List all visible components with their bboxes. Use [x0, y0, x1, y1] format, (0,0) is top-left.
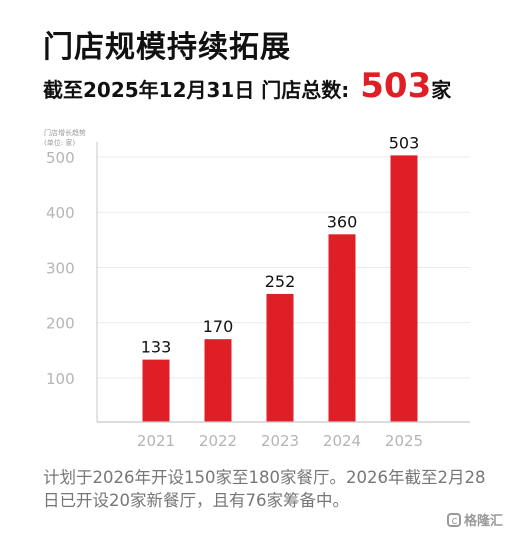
- y-tick-label: 500: [46, 149, 75, 167]
- store-count-total-unit: 家: [431, 78, 452, 102]
- watermark: 格隆汇: [447, 510, 503, 530]
- chart-unit-label: (单位: 家): [44, 139, 76, 147]
- bar: [266, 293, 294, 422]
- bar-value-label: 133: [141, 338, 172, 357]
- bar: [204, 339, 232, 422]
- store-count-total-value: 503: [360, 66, 432, 106]
- chart-title: 门店增长趋势: [44, 129, 86, 137]
- bar: [390, 155, 418, 422]
- footnote: 计划于2026年开设150家至180家餐厅。2026年截至2月28日已开设20家…: [43, 468, 486, 510]
- page-title: 门店规模持续拓展: [43, 30, 291, 65]
- bar-value-label: 170: [203, 317, 234, 336]
- x-tick-label: 2025: [385, 432, 423, 450]
- bar-value-label: 252: [265, 272, 296, 291]
- x-tick-label: 2024: [323, 432, 361, 450]
- store-growth-bar-chart: 100 200 300 400 500 133 2021 170 2022 252 2023 360 2…: [46, 133, 470, 450]
- bar-value-label: 503: [389, 133, 420, 152]
- x-tick-label: 2022: [199, 432, 237, 450]
- store-count-summary: 截至2025年12月31日 门店总数: 503家: [43, 66, 451, 106]
- y-tick-label: 100: [46, 370, 75, 388]
- bar: [328, 234, 356, 422]
- bar: [142, 359, 170, 422]
- y-tick-label: 400: [46, 204, 75, 222]
- y-tick-label: 300: [46, 259, 75, 277]
- bar-value-label: 360: [327, 212, 358, 231]
- x-tick-label: 2021: [137, 432, 175, 450]
- x-tick-label: 2023: [261, 432, 299, 450]
- watermark-text: 格隆汇: [464, 514, 504, 529]
- chart-caption: 门店增长趋势 (单位: 家): [44, 128, 86, 148]
- store-count-date-label: 截至2025年12月31日 门店总数:: [43, 78, 357, 102]
- gelonghui-logo-icon: [447, 512, 461, 527]
- y-tick-label: 200: [46, 315, 75, 333]
